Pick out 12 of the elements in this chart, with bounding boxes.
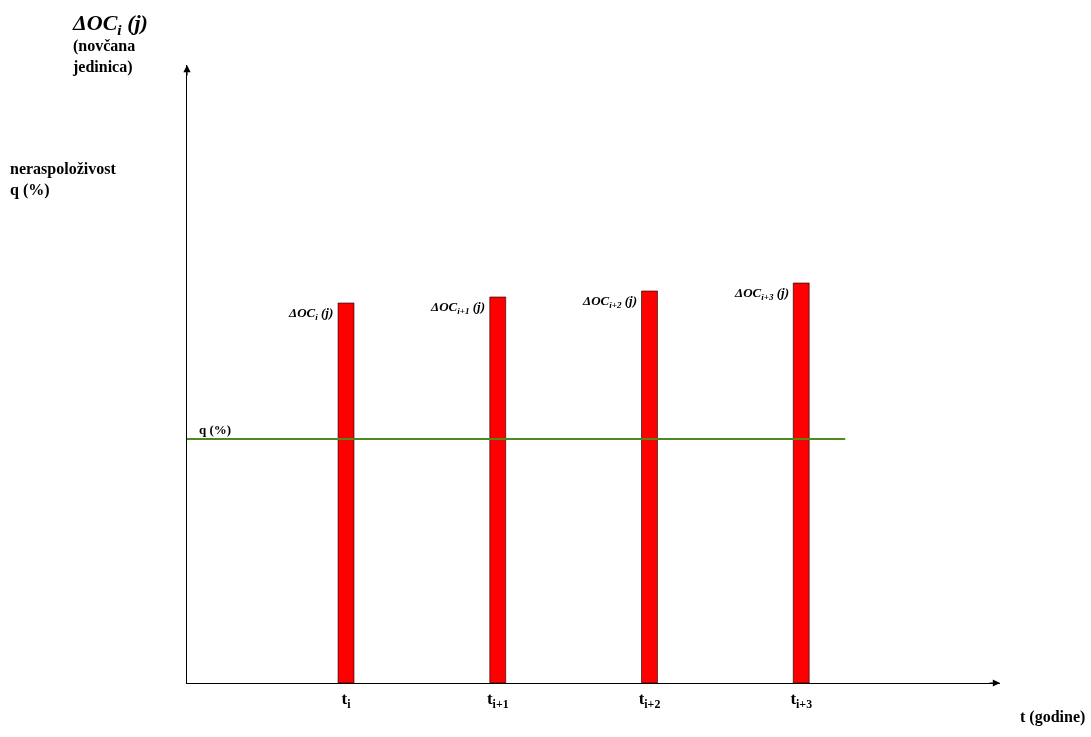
x-tick-label: t$_{i+3}$: [790, 689, 813, 711]
text: neraspoloživost q (%): [10, 160, 117, 199]
ref-line-label: q (%): [199, 422, 232, 437]
annotation: ΔOC$_{i+1}$ (j): [430, 299, 486, 316]
text: ΔOC$_{i}$ (j) (novčana jedinica): [72, 10, 148, 76]
text: t (godine): [1020, 708, 1086, 726]
annotation: ΔOC$_{i+3}$ (j): [734, 285, 790, 302]
x-tick-label: t$_{i}$: [341, 689, 352, 711]
x-tick-label: t$_{i+2}$: [638, 689, 661, 711]
annotation: ΔOC$_{i}$ (j): [288, 305, 334, 322]
x-tick-label: t$_{i+1}$: [486, 689, 509, 711]
annotation: ΔOC$_{i+2}$ (j): [582, 293, 638, 310]
